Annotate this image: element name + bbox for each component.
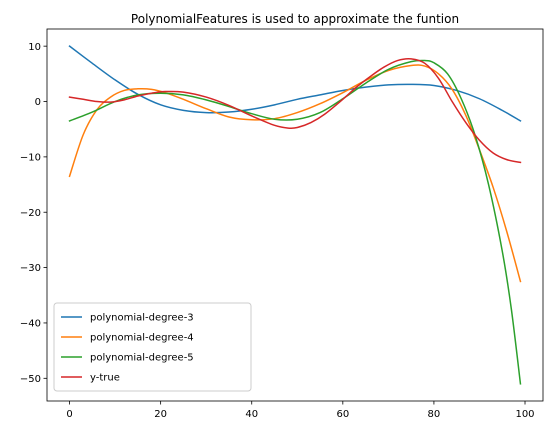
x-tick-label: 40 xyxy=(245,409,258,420)
legend-label: polynomial-degree-5 xyxy=(90,353,194,364)
y-tick-label: −30 xyxy=(20,263,41,274)
y-tick-label: 0 xyxy=(35,97,41,108)
series-line-y-true xyxy=(68,58,522,164)
y-axis: 10 0 −10 −20 −30 −40 −50 xyxy=(20,42,47,385)
y-tick-label: −50 xyxy=(20,374,41,385)
x-tick-label: 0 xyxy=(66,409,72,420)
y-tick-label: −40 xyxy=(20,319,41,330)
series-layer xyxy=(68,45,522,385)
legend-label: polynomial-degree-3 xyxy=(90,313,194,324)
chart-title: PolynomialFeatures is used to approximat… xyxy=(131,12,459,26)
y-tick-label: −10 xyxy=(20,152,41,163)
x-tick-label: 60 xyxy=(336,409,349,420)
series-line-polynomial-degree-4 xyxy=(68,64,522,283)
x-axis: 0 20 40 60 80 100 xyxy=(66,401,535,420)
y-tick-label: 10 xyxy=(28,42,41,53)
legend-label: polynomial-degree-4 xyxy=(90,333,194,344)
x-tick-label: 100 xyxy=(515,409,534,420)
x-tick-label: 80 xyxy=(428,409,441,420)
legend-frame xyxy=(53,302,252,392)
x-tick-label: 20 xyxy=(154,409,167,420)
legend-label: y-true xyxy=(90,373,120,384)
plot-frame xyxy=(46,28,544,402)
series-line-polynomial-degree-3 xyxy=(68,45,522,122)
legend: polynomial-degree-3 polynomial-degree-4 po… xyxy=(53,302,252,392)
y-tick-label: −20 xyxy=(20,208,41,219)
